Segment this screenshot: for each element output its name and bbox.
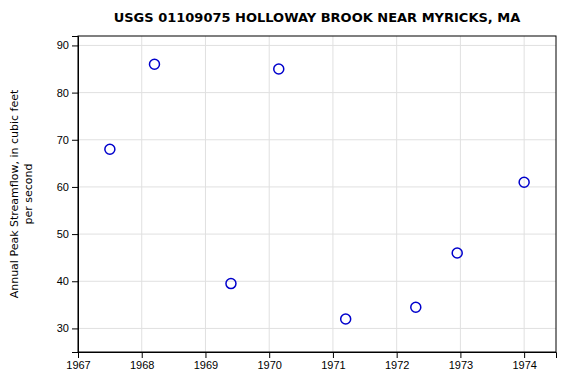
grid-line-x <box>141 36 142 352</box>
tick-label: 1969 <box>194 359 218 371</box>
grid-line-x <box>269 36 270 352</box>
tick-mark <box>72 187 78 188</box>
tick-mark <box>72 45 78 46</box>
tick: 1968 <box>130 352 154 371</box>
grid-line-x <box>205 36 206 352</box>
grid-line-y <box>78 45 556 46</box>
axis-domain <box>72 37 79 353</box>
point <box>105 144 115 154</box>
tick-label: 40 <box>57 275 69 287</box>
tick: 1970 <box>257 352 281 371</box>
y-axis: 30 40 50 60 70 80 90 <box>57 37 79 353</box>
tick-label: 1972 <box>385 359 409 371</box>
tick: 40 <box>57 275 78 287</box>
plot: 1967 1968 1969 1970 1971 1972 1973 1974 30 40 50 60… <box>57 36 557 371</box>
tick: 70 <box>57 134 78 146</box>
grid <box>78 36 556 352</box>
tick-mark <box>397 352 398 358</box>
tick-label: 1971 <box>321 359 345 371</box>
tick: 80 <box>57 87 78 99</box>
tick-label: 1973 <box>449 359 473 371</box>
tick-mark <box>72 140 78 141</box>
axis-domain <box>79 353 557 359</box>
point <box>411 302 421 312</box>
tick-mark <box>72 281 78 282</box>
plot-frame <box>78 36 556 352</box>
tick-label: 1968 <box>130 359 154 371</box>
tick-mark <box>524 352 525 358</box>
point <box>519 177 529 187</box>
tick-mark <box>333 352 334 358</box>
grid-line-x <box>460 36 461 352</box>
points <box>105 59 529 324</box>
y-axis-label: per second <box>22 164 35 225</box>
point <box>226 279 236 289</box>
tick-label: 60 <box>57 181 69 193</box>
grid-line-x <box>332 36 333 352</box>
tick: 50 <box>57 228 78 240</box>
grid-line-y <box>78 139 556 140</box>
y-axis-label: Annual Peak Streamflow, in cubic feet <box>8 89 21 298</box>
grid-line-y <box>78 281 556 282</box>
grid-line-y <box>78 328 556 329</box>
tick-label: 90 <box>57 39 69 51</box>
grid-line-y <box>78 234 556 235</box>
tick-label: 70 <box>57 134 69 146</box>
tick: 1969 <box>194 352 218 371</box>
title: USGS 01109075 HOLLOWAY BROOK NEAR MYRICK… <box>114 10 521 25</box>
tick-mark <box>205 352 206 358</box>
tick: 1967 <box>66 352 90 371</box>
tick: 1973 <box>449 352 473 371</box>
tick: 1972 <box>385 352 409 371</box>
tick: 90 <box>57 39 78 51</box>
point <box>274 64 284 74</box>
tick-label: 30 <box>57 322 69 334</box>
point <box>452 248 462 258</box>
tick-label: 80 <box>57 87 69 99</box>
chart-svg: 1967 1968 1969 1970 1971 1972 1973 1974 30 40 50 60… <box>0 0 576 384</box>
point <box>149 59 159 69</box>
tick: 60 <box>57 181 78 193</box>
chart-container: 1967 1968 1969 1970 1971 1972 1973 1974 30 40 50 60… <box>0 0 576 384</box>
tick-mark <box>269 352 270 358</box>
tick-mark <box>72 328 78 329</box>
grid-line-y <box>78 92 556 93</box>
x-axis: 1967 1968 1969 1970 1971 1972 1973 1974 <box>66 352 556 371</box>
tick-label: 1967 <box>66 359 90 371</box>
tick-mark <box>72 234 78 235</box>
tick-label: 50 <box>57 228 69 240</box>
tick-label: 1974 <box>512 359 536 371</box>
tick-mark <box>72 93 78 94</box>
tick: 1974 <box>512 352 536 371</box>
grid-line-x <box>396 36 397 352</box>
tick: 30 <box>57 322 78 334</box>
grid-line-x <box>524 36 525 352</box>
tick-mark <box>142 352 143 358</box>
point <box>341 314 351 324</box>
tick-mark <box>460 352 461 358</box>
grid-line-y <box>78 186 556 187</box>
tick-label: 1970 <box>257 359 281 371</box>
tick: 1971 <box>321 352 345 371</box>
